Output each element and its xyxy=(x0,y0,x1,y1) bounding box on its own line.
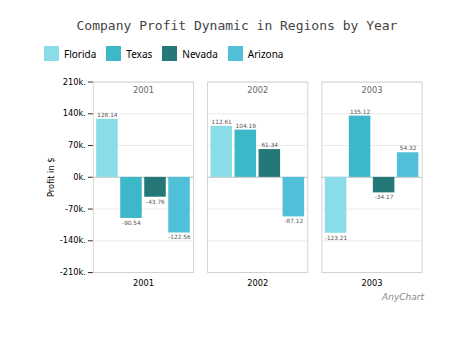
svg-text:-34.17: -34.17 xyxy=(375,194,394,200)
svg-text:104.19: 104.19 xyxy=(236,123,257,129)
svg-text:-87.12: -87.12 xyxy=(284,218,303,224)
svg-text:-70k.: -70k. xyxy=(65,204,86,214)
svg-text:2002: 2002 xyxy=(247,278,268,288)
svg-text:-43.76: -43.76 xyxy=(146,199,165,205)
svg-text:135.12: 135.12 xyxy=(350,109,371,115)
svg-text:-122.56: -122.56 xyxy=(168,234,191,240)
svg-text:-90.54: -90.54 xyxy=(122,220,141,226)
svg-text:140k.: 140k. xyxy=(63,108,86,118)
html-text:Florida: Florida xyxy=(64,46,97,61)
svg-text:70k.: 70k. xyxy=(68,140,86,150)
svg-text:2001: 2001 xyxy=(133,85,154,95)
html-text:Company Profit Dynamic in Regi: Company Profit Dynamic in Regions by Yea… xyxy=(76,18,398,33)
svg-text:128.14: 128.14 xyxy=(97,112,118,118)
svg-text:2002: 2002 xyxy=(247,85,268,95)
svg-text:Profit in $: Profit in $ xyxy=(46,157,56,197)
svg-text:-210k.: -210k. xyxy=(60,267,86,277)
svg-text:61.34: 61.34 xyxy=(261,142,278,148)
html-text:Arizona: Arizona xyxy=(247,46,284,61)
svg-text:-140k.: -140k. xyxy=(60,235,86,245)
svg-text:2003: 2003 xyxy=(361,85,382,95)
html-text:AnyChart: AnyChart xyxy=(382,292,424,302)
svg-text:2003: 2003 xyxy=(361,278,382,288)
svg-text:210k.: 210k. xyxy=(63,77,86,87)
svg-text:0k.: 0k. xyxy=(73,172,86,182)
html-text:Texas: Texas xyxy=(126,46,153,61)
svg-text:2001: 2001 xyxy=(133,278,154,288)
svg-text:54.32: 54.32 xyxy=(400,145,417,151)
html-text:Nevada: Nevada xyxy=(182,46,218,61)
svg-text:112.61: 112.61 xyxy=(212,119,233,125)
svg-text:-123.21: -123.21 xyxy=(325,235,348,241)
